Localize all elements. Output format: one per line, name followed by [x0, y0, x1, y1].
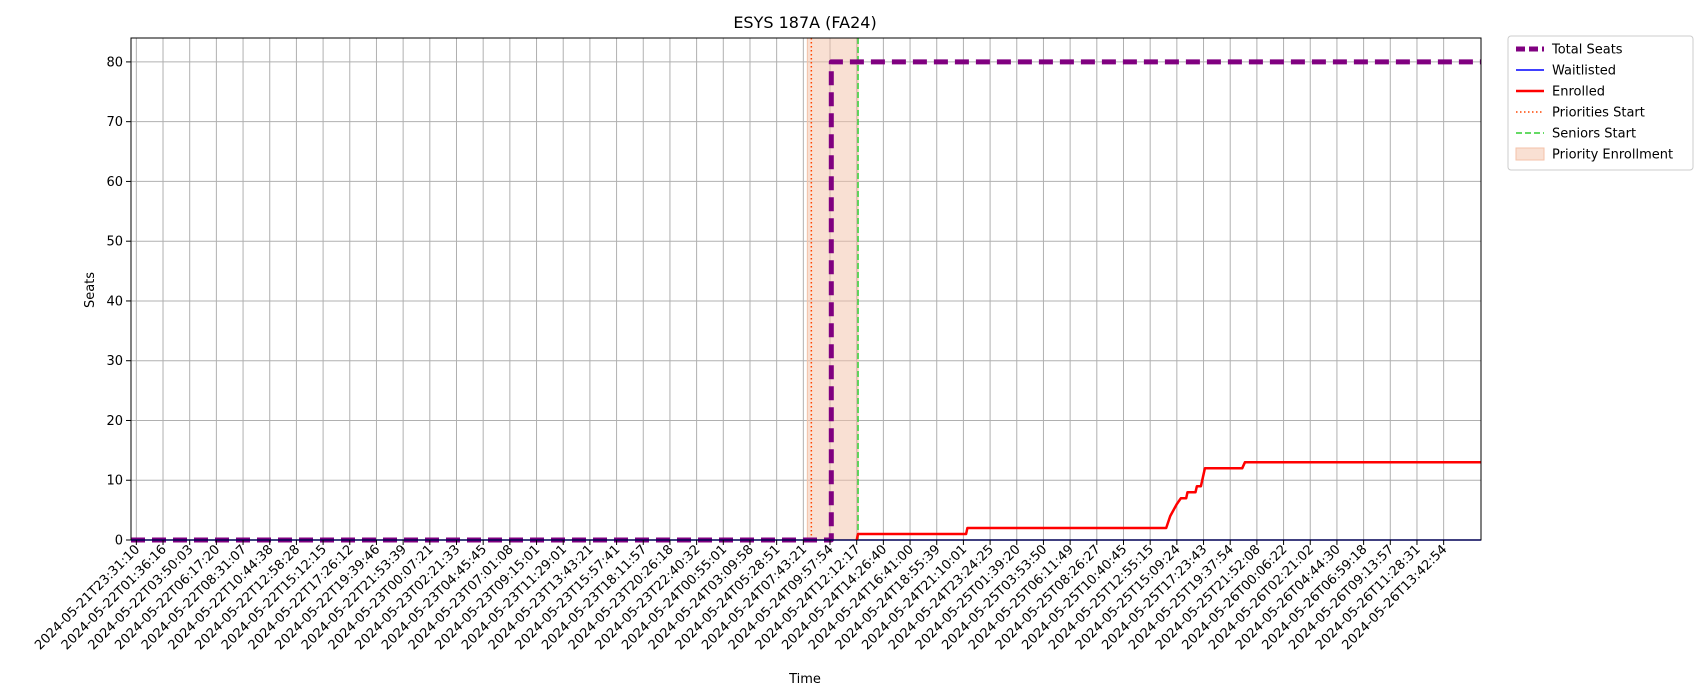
- legend: Total Seats Waitlisted Enrolled Priorities …: [1507, 35, 1694, 171]
- legend-box: [1507, 35, 1694, 171]
- y-tick-label: 50: [106, 235, 123, 250]
- plot-background: [131, 38, 1481, 540]
- legend-label-priority-enrollment: Priority Enrollment: [1552, 148, 1673, 163]
- y-tick-label: 70: [106, 115, 123, 130]
- plot-area: [131, 38, 1481, 540]
- y-tick-label: 60: [106, 175, 123, 190]
- legend-label-enrolled: Enrolled: [1552, 85, 1605, 100]
- y-ticks: 0 10 20 30 40 50 60 70 80: [106, 55, 131, 549]
- legend-swatch-priority-enrollment: [1515, 147, 1545, 161]
- legend-label-total-seats: Total Seats: [1551, 43, 1623, 58]
- legend-label-waitlisted: Waitlisted: [1552, 64, 1616, 79]
- axes: [130, 37, 1482, 541]
- y-tick-label: 0: [115, 534, 123, 549]
- legend-label-seniors-start: Seniors Start: [1552, 127, 1636, 142]
- y-tick-label: 30: [106, 354, 123, 369]
- y-tick-label: 20: [106, 414, 123, 429]
- chart-title: ESYS 187A (FA24): [733, 13, 876, 32]
- axes-frame: [130, 37, 1482, 541]
- y-tick-label: 10: [106, 474, 123, 489]
- y-axis-label: Seats: [83, 272, 98, 308]
- y-tick-label: 80: [106, 55, 123, 70]
- x-axis-label: Time: [788, 672, 821, 687]
- x-ticks: 2024-05-21T23:31:102024-05-22T01:36:1620…: [32, 540, 1450, 653]
- series-enrolled: [855, 461, 1481, 541]
- series-total-seats: [131, 59, 1481, 543]
- legend-label-priorities-start: Priorities Start: [1552, 106, 1645, 121]
- y-tick-label: 40: [106, 294, 123, 309]
- marker-lines: [810, 38, 859, 540]
